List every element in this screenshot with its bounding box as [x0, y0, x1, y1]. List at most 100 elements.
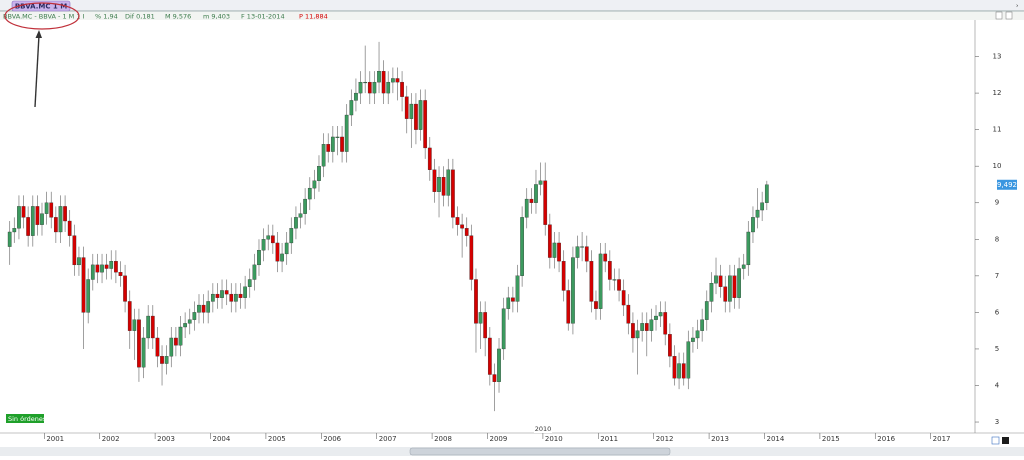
- candle-body: [261, 239, 266, 251]
- y-tick-label: 11: [993, 126, 1002, 134]
- x-tick-label: 2009: [490, 435, 508, 443]
- candle-body: [746, 231, 751, 266]
- candle-body: [7, 231, 12, 247]
- candle-body: [312, 180, 317, 189]
- candle-body: [409, 103, 414, 119]
- candle-body: [326, 144, 331, 152]
- y-tick-label: 9: [995, 199, 999, 207]
- y-tick-label: 13: [993, 53, 1002, 61]
- candle-body: [418, 100, 423, 130]
- candle-body: [751, 217, 755, 233]
- info-item: % 1,94: [95, 13, 118, 21]
- candle-body: [77, 257, 81, 266]
- candle-body: [146, 315, 151, 339]
- candle-body: [654, 315, 658, 320]
- info-item: BBVA.MC - BBVA - 1 M 1 I: [3, 13, 85, 21]
- candle-body: [700, 319, 705, 331]
- candle-body: [215, 293, 220, 298]
- x-tick-label: 2010: [545, 435, 563, 443]
- candle-body: [506, 297, 511, 309]
- candle-body: [150, 315, 155, 339]
- x-tick-label: 2001: [46, 435, 64, 443]
- candle-body: [266, 235, 271, 240]
- candle-body: [132, 319, 137, 331]
- candle-body: [298, 213, 303, 218]
- y-tick-label: 3: [995, 418, 999, 426]
- x-tick-label: 2002: [102, 435, 120, 443]
- candle-body: [672, 356, 677, 379]
- candle-body: [35, 206, 40, 225]
- candle-body: [321, 144, 326, 167]
- candle-body: [257, 250, 261, 266]
- window-button[interactable]: [1005, 11, 1013, 20]
- candle-body: [349, 100, 354, 116]
- candle-body: [497, 348, 501, 382]
- x-tick-label: 2012: [656, 435, 674, 443]
- candle-body: [621, 290, 626, 306]
- candle-body: [275, 242, 280, 262]
- cursor-label: 2010: [535, 425, 552, 433]
- candle-body: [90, 264, 95, 280]
- candle-body: [626, 304, 631, 324]
- y-tick-label: 4: [995, 381, 1000, 389]
- status-text: Sin órdenes: [8, 415, 47, 423]
- tab-strip: [0, 0, 1024, 11]
- x-tick-label: 2006: [323, 435, 341, 443]
- stop-button[interactable]: [1002, 437, 1009, 444]
- candle-body: [243, 286, 247, 298]
- candle-body: [538, 180, 543, 185]
- candle-body: [451, 169, 455, 218]
- candle-body: [584, 246, 589, 262]
- save-button[interactable]: [991, 436, 1000, 445]
- status-badge: [6, 414, 44, 423]
- candle-body: [21, 206, 26, 218]
- y-tick-label: 7: [995, 272, 999, 280]
- candle-body: [423, 100, 428, 149]
- x-tick-label: 2016: [877, 435, 895, 443]
- y-tick-label: 8: [995, 235, 999, 243]
- candle-body: [197, 304, 201, 313]
- candle-body: [400, 81, 404, 97]
- candle-body: [381, 71, 386, 94]
- chart-tab-label[interactable]: BBVA.MC 1 M: [15, 3, 67, 11]
- candle-body: [686, 341, 691, 379]
- candle-body: [478, 312, 483, 324]
- info-item: P 11,884: [299, 13, 328, 21]
- y-tick-label: 6: [995, 308, 1000, 316]
- candle-body: [40, 213, 44, 225]
- x-tick-label: 2015: [822, 435, 840, 443]
- candle-body: [561, 261, 566, 291]
- candle-body: [741, 264, 746, 269]
- candle-body: [123, 275, 127, 302]
- candle-body: [552, 242, 557, 258]
- candle-body: [294, 217, 298, 229]
- candle-body: [594, 301, 598, 309]
- candle-body: [252, 264, 257, 280]
- candle-body: [201, 304, 206, 313]
- candle-body: [474, 279, 478, 324]
- candle-body: [460, 224, 464, 229]
- candle-body: [160, 356, 164, 364]
- candle-body: [372, 81, 377, 94]
- candle-body: [571, 257, 575, 324]
- candle-body: [681, 363, 686, 379]
- candle-body: [354, 92, 358, 101]
- candle-body: [307, 187, 312, 200]
- scrollbar-thumb[interactable]: [409, 447, 671, 456]
- info-item: F 13-01-2014: [241, 13, 285, 21]
- candle-body: [515, 275, 520, 302]
- candle-body: [631, 323, 635, 339]
- candle-body: [224, 290, 229, 295]
- candle-body: [17, 206, 21, 229]
- window-button[interactable]: [995, 11, 1003, 20]
- candle-body: [391, 78, 395, 83]
- candle-body: [340, 136, 344, 152]
- candle-body: [164, 356, 169, 364]
- candle-body: [127, 301, 132, 331]
- candle-body: [229, 293, 234, 302]
- candle-body: [344, 114, 349, 152]
- candle-body: [575, 246, 580, 258]
- candle-body: [169, 337, 174, 357]
- tab-scroll[interactable]: ›: [1016, 3, 1018, 10]
- candle-body: [446, 169, 451, 196]
